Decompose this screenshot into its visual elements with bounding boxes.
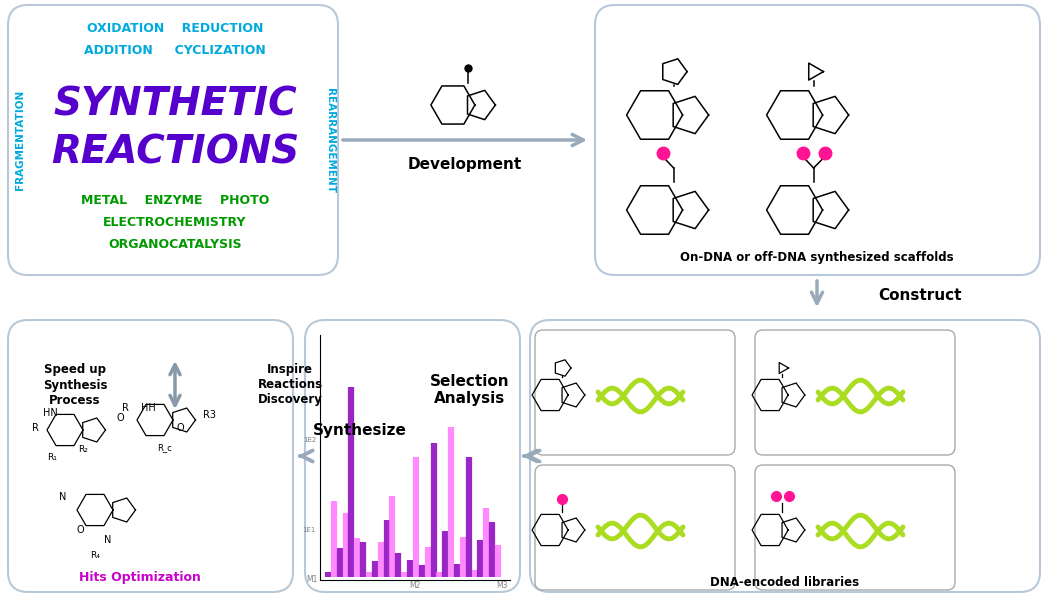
FancyBboxPatch shape <box>595 5 1040 275</box>
Text: Development: Development <box>408 158 522 173</box>
Text: Inspire
Reactions
Discovery: Inspire Reactions Discovery <box>258 364 322 406</box>
Text: 1E2: 1E2 <box>303 437 316 443</box>
Text: R: R <box>31 423 39 433</box>
Text: FRAGMENTATION: FRAGMENTATION <box>15 90 25 190</box>
Text: O: O <box>176 423 184 433</box>
Text: O: O <box>76 525 84 535</box>
Text: M3: M3 <box>496 582 508 591</box>
Text: HN: HN <box>43 408 58 418</box>
Text: REARRANGEMENT: REARRANGEMENT <box>325 87 335 193</box>
FancyBboxPatch shape <box>755 465 955 590</box>
Text: 1E1: 1E1 <box>303 527 316 533</box>
FancyBboxPatch shape <box>305 320 520 592</box>
Text: Synthesize: Synthesize <box>313 423 407 438</box>
Text: Construct: Construct <box>878 288 962 302</box>
Text: M1: M1 <box>307 576 318 585</box>
Text: R_c: R_c <box>158 444 173 453</box>
Text: SYNTHETIC: SYNTHETIC <box>53 86 296 124</box>
Text: M2: M2 <box>409 582 421 591</box>
Text: Selection
Analysis: Selection Analysis <box>430 374 510 406</box>
Text: METAL    ENZYME    PHOTO: METAL ENZYME PHOTO <box>81 193 269 206</box>
Text: ADDITION     CYCLIZATION: ADDITION CYCLIZATION <box>84 43 266 57</box>
Text: Speed up
Synthesis
Process: Speed up Synthesis Process <box>43 364 107 406</box>
Text: R₄: R₄ <box>90 550 99 559</box>
Text: R: R <box>121 403 129 413</box>
Text: N: N <box>105 535 112 545</box>
FancyBboxPatch shape <box>755 330 955 455</box>
Text: ORGANOCATALYSIS: ORGANOCATALYSIS <box>108 238 242 250</box>
Text: On-DNA or off-DNA synthesized scaffolds: On-DNA or off-DNA synthesized scaffolds <box>681 252 954 264</box>
Text: R₂: R₂ <box>79 445 88 455</box>
FancyBboxPatch shape <box>535 465 735 590</box>
Text: O: O <box>116 413 124 423</box>
Text: OXIDATION    REDUCTION: OXIDATION REDUCTION <box>87 22 263 34</box>
Text: R₁: R₁ <box>47 453 57 462</box>
Text: REACTIONS: REACTIONS <box>51 134 299 172</box>
Text: N: N <box>60 492 67 502</box>
FancyBboxPatch shape <box>530 320 1040 592</box>
FancyBboxPatch shape <box>535 330 735 455</box>
Text: HH: HH <box>140 403 155 413</box>
Text: DNA-encoded libraries: DNA-encoded libraries <box>711 576 860 589</box>
FancyBboxPatch shape <box>8 320 293 592</box>
Text: Hits Optimization: Hits Optimization <box>80 571 201 585</box>
FancyBboxPatch shape <box>8 5 338 275</box>
Text: R3: R3 <box>203 410 217 420</box>
Text: ELECTROCHEMISTRY: ELECTROCHEMISTRY <box>104 216 247 229</box>
